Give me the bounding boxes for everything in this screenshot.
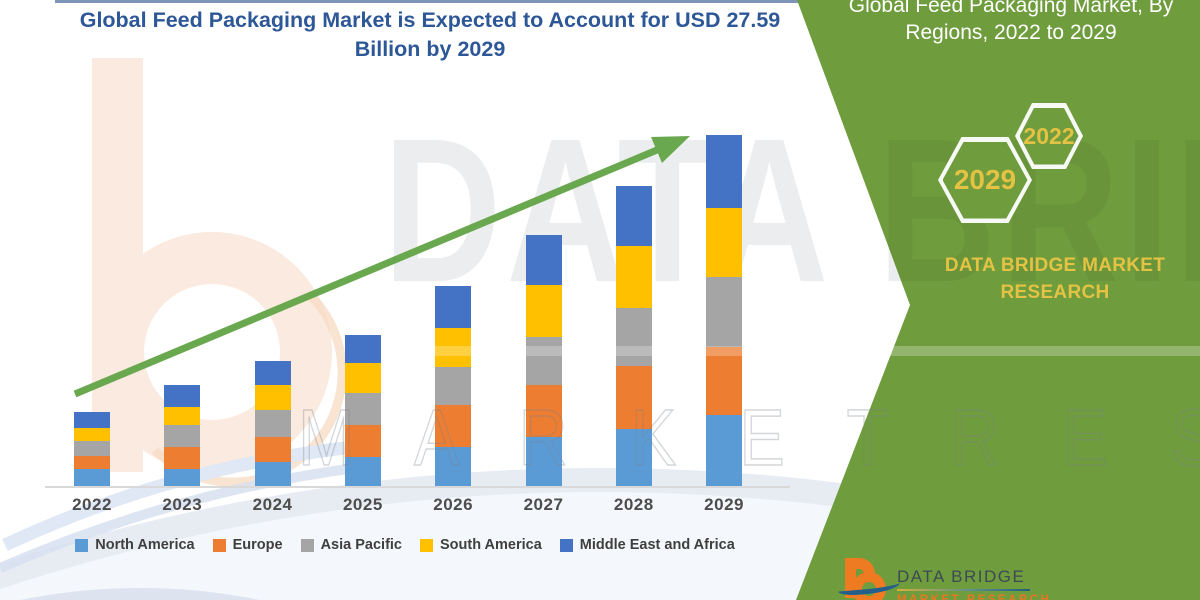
bar-segment-2029-north-america	[706, 415, 743, 487]
bar-segment-2023-south-america	[164, 407, 201, 425]
logo-underline	[897, 589, 1030, 591]
legend-swatch-icon	[559, 538, 573, 552]
hexagon-badge-2022: 2022	[1015, 103, 1083, 169]
bar-segment-2027-asia-pacific	[525, 337, 562, 385]
chart-legend: North America Europe Asia Pacific South Ame…	[10, 537, 800, 553]
bar-segment-2027-south-america	[525, 285, 562, 337]
bar-segment-2022-asia-pacific	[74, 441, 110, 456]
watermark-blue-swoosh-2	[0, 463, 356, 573]
hexagon-badge-2029: 2029	[938, 137, 1032, 223]
bar-segment-2024-north-america	[254, 462, 291, 487]
legend-label: Europe	[232, 537, 283, 553]
data-bridge-logo: DATA BRIDGE MARKET RESEARCH	[837, 554, 1168, 600]
bar-segment-2028-europe	[615, 366, 652, 429]
legend-label: North America	[95, 537, 195, 553]
bar-segment-2024-europe	[254, 437, 291, 462]
x-axis-label-2023: 2023	[162, 495, 203, 514]
logo-b-icon	[845, 558, 875, 582]
bar-segment-2024-asia-pacific	[254, 410, 291, 437]
legend-swatch-icon	[300, 538, 314, 552]
bar-segment-2028-north-america	[615, 429, 652, 487]
bar-segment-2029-middle-east-and-africa	[706, 135, 743, 208]
bar-segment-2026-asia-pacific	[435, 367, 472, 405]
bar-segment-2023-europe	[164, 447, 201, 469]
x-axis-label-2027: 2027	[523, 495, 564, 514]
bar-segment-2028-asia-pacific	[615, 308, 652, 366]
bar-segment-2026-europe	[435, 405, 472, 447]
bar-segment-2023-asia-pacific	[164, 425, 201, 447]
logo-wordmark: DATA BRIDGE	[897, 567, 1026, 586]
legend-item-europe: Europe	[212, 537, 283, 553]
bar-segment-2029-south-america	[706, 208, 743, 277]
bar-segment-2026-middle-east-and-africa	[435, 286, 472, 328]
trend-line	[73, 146, 659, 398]
top-crop-line	[55, 0, 803, 3]
bar-segment-2029-asia-pacific	[706, 277, 743, 347]
hexagon-2022-label: 2022	[1023, 122, 1075, 149]
legend-swatch-icon	[75, 538, 89, 552]
bar-segment-2024-middle-east-and-africa	[254, 361, 291, 385]
chart-title: Global Feed Packaging Market is Expected…	[79, 8, 781, 61]
bar-segment-2022-north-america	[74, 469, 110, 487]
hexagon-2022-fill	[1019, 107, 1079, 165]
bar-segment-2025-north-america	[344, 457, 381, 487]
bar-segment-2028-south-america	[615, 246, 652, 308]
x-axis-line	[45, 486, 790, 488]
hexagon-2029-fill	[942, 141, 1028, 219]
watermark-corner-arc	[21, 588, 259, 600]
legend-item-south-america: South America	[420, 537, 542, 553]
brand-name-text: DATA BRIDGE MARKET RESEARCH	[944, 255, 1166, 303]
logo-b-stem	[845, 560, 856, 598]
legend-label: Asia Pacific	[320, 537, 402, 553]
bar-segment-2023-north-america	[164, 469, 201, 487]
x-axis-label-2025: 2025	[342, 495, 383, 514]
legend-label: Middle East and Africa	[579, 537, 735, 553]
panel-heading: Global Feed Packaging Market, By Regions…	[848, 0, 1174, 44]
logo-tagline: MARKET RESEARCH	[897, 594, 1052, 600]
bar-segment-2027-europe	[525, 385, 562, 437]
bar-segment-2024-south-america	[254, 385, 291, 410]
logo-b-bowl	[852, 572, 886, 600]
bar-segment-2022-south-america	[74, 428, 110, 441]
x-axis-label-2029: 2029	[704, 495, 744, 514]
bar-segment-2025-south-america	[344, 363, 381, 393]
bar-segment-2025-europe	[344, 425, 381, 457]
x-axis-label-2022: 2022	[72, 495, 112, 514]
bar-segment-2026-north-america	[435, 447, 472, 487]
bar-segment-2026-south-america	[435, 328, 472, 367]
legend-swatch-icon	[212, 538, 226, 552]
bar-segment-2023-middle-east-and-africa	[164, 385, 201, 407]
legend-item-middle-east-and-africa: Middle East and Africa	[559, 537, 735, 553]
x-axis-label-2026: 2026	[433, 495, 474, 514]
bar-segment-2028-middle-east-and-africa	[615, 186, 652, 246]
bar-segment-2022-europe	[74, 456, 110, 469]
legend-swatch-icon	[420, 538, 433, 552]
legend-item-asia-pacific: Asia Pacific	[300, 537, 402, 553]
watermark-b-bowl	[92, 232, 332, 472]
watermark-light-band	[430, 346, 1200, 356]
bar-segment-2027-north-america	[525, 437, 562, 487]
x-axis-label-2028: 2028	[613, 495, 654, 514]
bar-segment-2027-middle-east-and-africa	[525, 235, 562, 285]
bar-segment-2025-middle-east-and-africa	[344, 335, 381, 363]
bar-segment-2025-asia-pacific	[344, 393, 381, 425]
hexagon-2029-label: 2029	[953, 164, 1017, 195]
x-axis-label-2024: 2024	[252, 495, 293, 514]
bar-segment-2029-europe	[706, 347, 743, 415]
legend-label: South America	[440, 537, 542, 553]
trend-arrowhead-icon	[651, 136, 690, 163]
bar-segment-2022-middle-east-and-africa	[74, 412, 110, 428]
legend-item-north-america: North America	[75, 537, 195, 553]
